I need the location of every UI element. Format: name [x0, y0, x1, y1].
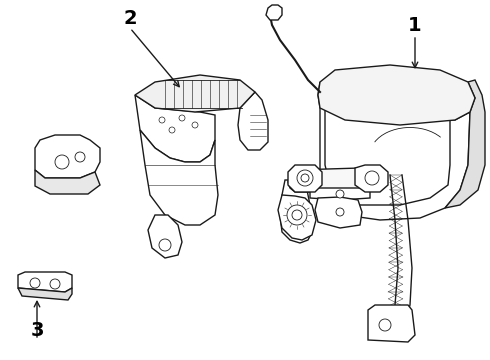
- Polygon shape: [315, 197, 362, 228]
- Polygon shape: [368, 305, 415, 342]
- Circle shape: [292, 210, 302, 220]
- Circle shape: [336, 208, 344, 216]
- Polygon shape: [318, 65, 475, 125]
- Polygon shape: [135, 95, 215, 162]
- Circle shape: [179, 115, 185, 121]
- Circle shape: [301, 174, 309, 182]
- Polygon shape: [288, 168, 380, 192]
- Circle shape: [192, 122, 198, 128]
- Polygon shape: [288, 165, 322, 192]
- Polygon shape: [35, 135, 100, 178]
- Circle shape: [55, 155, 69, 169]
- Polygon shape: [278, 195, 316, 240]
- Polygon shape: [266, 5, 282, 20]
- Polygon shape: [140, 130, 218, 225]
- Polygon shape: [310, 188, 370, 200]
- Circle shape: [159, 239, 171, 251]
- Polygon shape: [135, 75, 255, 112]
- Circle shape: [30, 278, 40, 288]
- Text: 2: 2: [123, 9, 137, 27]
- Polygon shape: [35, 170, 100, 194]
- Circle shape: [75, 152, 85, 162]
- Circle shape: [297, 170, 313, 186]
- Circle shape: [365, 171, 379, 185]
- Circle shape: [379, 319, 391, 331]
- Circle shape: [169, 127, 175, 133]
- Polygon shape: [445, 80, 485, 208]
- Text: 1: 1: [408, 15, 422, 35]
- Polygon shape: [148, 215, 182, 258]
- Polygon shape: [238, 92, 268, 150]
- Text: 3: 3: [30, 320, 44, 339]
- Polygon shape: [318, 82, 470, 220]
- Polygon shape: [280, 180, 312, 243]
- Circle shape: [159, 117, 165, 123]
- Polygon shape: [18, 288, 72, 300]
- Circle shape: [50, 279, 60, 289]
- Circle shape: [287, 205, 307, 225]
- Polygon shape: [18, 272, 72, 292]
- Circle shape: [336, 190, 344, 198]
- Polygon shape: [355, 165, 388, 192]
